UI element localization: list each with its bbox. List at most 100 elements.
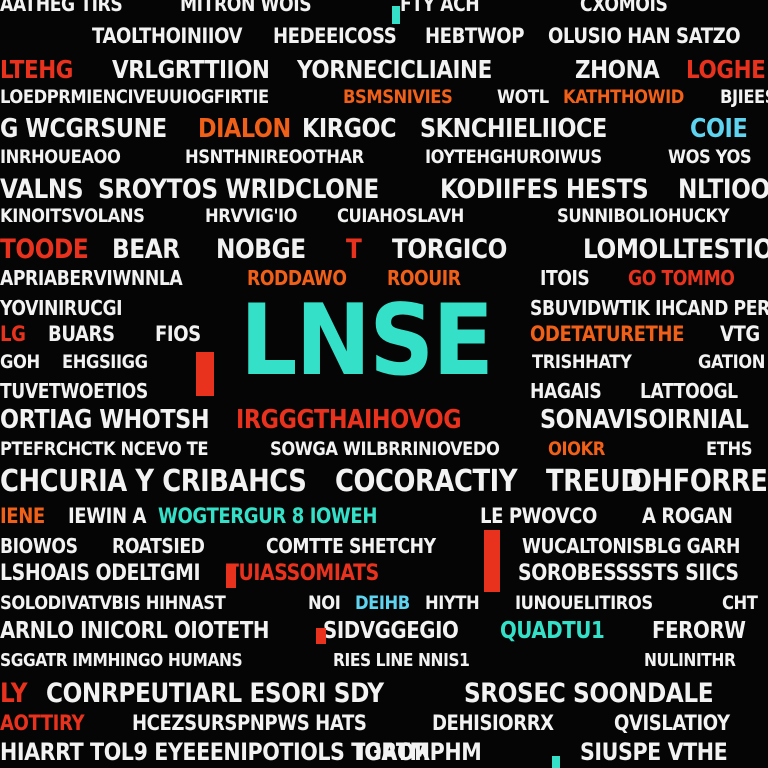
word: SOWGA WILBRRINIOVEDO [270,438,500,460]
word: INRHOUEAOO [0,146,121,168]
word: OLUSIO HAN SATZO [548,24,741,48]
word-row: INRHOUEAOO HSNTHNIREOOTHAR IOYTEHGHUROIWUS… [0,148,768,173]
word: HIYTH [425,592,480,614]
word: SKNCHIELIIOCE [420,114,607,144]
word: GO TOMMO [628,266,735,290]
word: IEWIN A [68,504,147,528]
word: VALNS [0,174,84,205]
word: SIUSPE VTHE [580,738,728,766]
word: GOH [0,351,40,373]
word: IORTMPHM [357,738,482,766]
word: SIDVGGEGIO [323,618,459,644]
word-row: AATHEG TIRS MITRON WOIS FTY ACH CXOMOIS [0,0,768,20]
word: NOBGE [216,234,306,265]
word: RODDAWO [247,266,347,290]
word-row: G WCGRSUNE DIALON KIRGOC SKNCHIELIIOCE COIE [0,116,768,148]
word: FERORW [652,618,746,644]
word-row: ORTIAG WHOTSH IRGGGTHAIHOVOG SONAVISOIRNIA… [0,407,768,439]
word-row: TUVETWOETIOS HAGAIS LATTOOGL [0,381,768,407]
word: LOGHE [686,55,766,84]
word: QVISLATIOY [614,711,730,735]
word: GATION [698,351,766,373]
word: SOROBESSSSTS SIICS [518,561,739,586]
word: T [346,234,362,265]
word: CHT [722,592,758,614]
word: A ROGAN [642,504,733,528]
word-row: TAOLTHOINIIOV HEDEEICOSS HEBTWOP OLUSIO HAN… [0,26,768,53]
word-row: LG BUARS FIOS ODETATURETHE VTG [0,324,768,351]
word: SBUVIDWTIK IHCAND PER [530,296,768,320]
word: QUADTU1 [500,618,605,644]
word: HCEZSURSPNPWS HATS [132,711,367,735]
word: APRIABERVIWNNLA [0,266,183,290]
word: TAOLTHOINIIOV [92,24,243,48]
word: ROOUIR [387,266,461,290]
word: WOGTERGUR 8 IOWEH [158,504,378,528]
word: COIE [690,114,748,144]
word-row: AOTTIRY HCEZSURSPNPWS HATS DEHISIORRX QVISL… [0,713,768,740]
word: TOODE [0,234,89,265]
word: AOTTIRY [0,711,85,735]
word: OIOKR [548,438,605,460]
word-row: TOODE BEAR NOBGE T TORGICO LOMOLLTESTIOS [0,236,768,269]
word: ETHS [706,438,753,460]
word: DEIHB [355,592,410,614]
word: HSNTHNIREOOTHAR [185,146,364,168]
word: VTG [720,322,760,346]
word: EHGSIIGG [62,351,148,373]
word: IENE [0,504,45,528]
word: KIRGOC [302,114,397,144]
accent-bar [392,6,400,24]
word: RIES LINE NNIS1 [333,650,470,671]
word-row: SOLODIVATVBIS HIHNAST NOI DEIHB HIYTH IUNOUE… [0,594,768,619]
word-row: LTEHG VRLGRTTIION YORNECICLIAINE ZHONA LOGHE [0,57,768,88]
word: KINOITSVOLANS [0,205,145,227]
word: ODETATURETHE [530,322,685,346]
word: HIARRT TOL9 EYEEENIPOTIOLS TGAOR [0,738,430,766]
word: IOYTEHGHUROIWUS [425,146,602,168]
word: IRGGGTHAIHOVOG [236,405,462,435]
word: CONRPEUTIARL ESORI SDY [46,678,384,709]
word: AATHEG TIRS [0,0,123,16]
word: SUNNIBOLIOHUCKY [557,205,730,227]
word: G WCGRSUNE [0,114,167,144]
word-row: APRIABERVIWNNLA RODDAWO ROOUIR ITOIS GO TOMM… [0,268,768,294]
word: NLTIOOG [678,174,768,205]
word: HAGAIS [530,379,602,403]
word: LSHOAIS ODELTGMI [0,561,201,586]
word: FIOS [155,322,201,346]
word-row: LY CONRPEUTIARL ESORI SDY SROSEC SOONDALE [0,680,768,713]
accent-bar [484,530,500,592]
word: COCORACTIY [335,464,518,499]
word: KODIIFES HESTS [440,174,649,205]
word: YOVINIRUCGI [0,296,123,320]
word: BSMSNIVIES [343,86,453,108]
word: CUIAHOSLAVH [337,205,464,227]
word: FTY ACH [400,0,480,16]
word: SGGATR IMMHINGO HUMANS [0,650,243,671]
word-row: KINOITSVOLANS HRVVIG'IO CUIAHOSLAVH SUNNIBO… [0,207,768,232]
word: SROSEC SOONDALE [464,678,714,709]
word: NOI [308,592,341,614]
word: SROYTOS WRIDCLONE [98,174,379,205]
word: VRLGRTTIION [112,55,270,84]
word-row: LOEDPRMIENCIVEUUIOGFIRTIE BSMSNIVIES WOTL K… [0,88,768,113]
word: ARNLO INICORL OIOTETH [0,618,270,644]
word: BJIEES [720,86,768,108]
word: MITRON WOIS [180,0,312,16]
accent-bar [316,628,326,644]
word: HEDEEICOSS [273,24,397,48]
word: WOTL [497,86,549,108]
word: LY [0,678,28,709]
word: LOMOLLTESTIOS [583,234,768,265]
word: CXOMOIS [580,0,668,16]
word: WUCALTONISBLG GARH [522,534,741,558]
accent-bar [196,352,214,396]
word: SOLODIVATVBIS HIHNAST [0,592,226,614]
word: ROATSIED [112,534,205,558]
hero-word: LNSE [240,284,494,398]
word: TUIASSOMIATS [226,561,379,586]
word: NULINITHR [644,650,736,671]
accent-bar [226,566,236,588]
